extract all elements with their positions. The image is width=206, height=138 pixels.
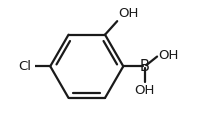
Text: OH: OH (118, 7, 139, 20)
Text: Cl: Cl (18, 60, 31, 73)
Text: OH: OH (158, 49, 179, 62)
Text: OH: OH (135, 84, 155, 97)
Text: B: B (140, 59, 150, 74)
